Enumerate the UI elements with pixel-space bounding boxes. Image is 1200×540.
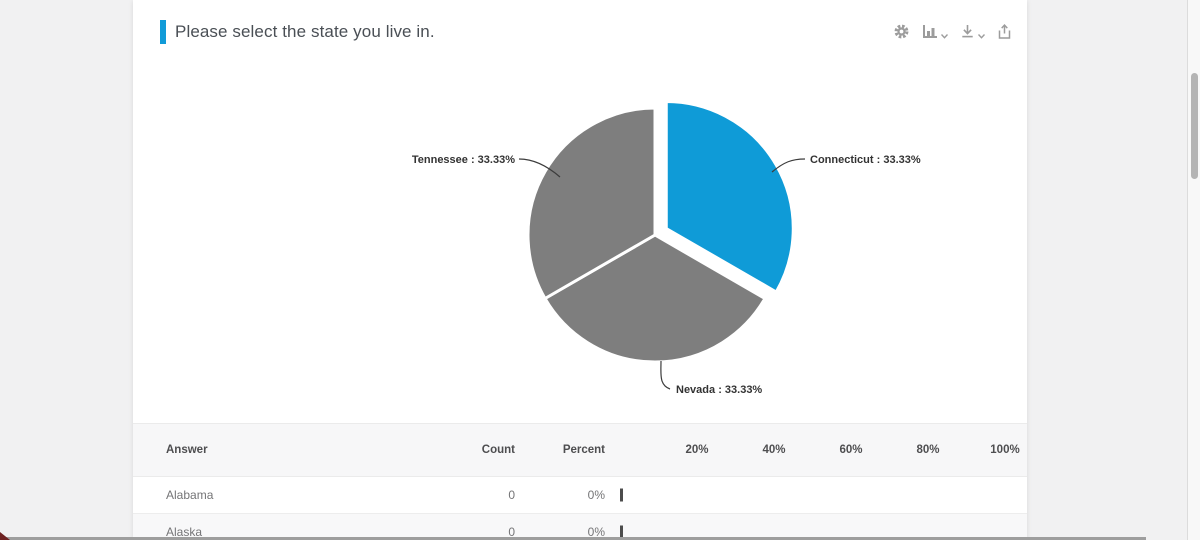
percent-bar — [620, 488, 623, 502]
percent-cell: 0% — [587, 525, 605, 539]
header-scale-80: 80% — [916, 444, 940, 456]
pie-label-nevada: Nevada : 33.33% — [676, 384, 762, 396]
pie-label-tennessee: Tennessee : 33.33% — [412, 154, 515, 166]
percent-cell: 0% — [587, 488, 605, 502]
chart-type-button[interactable] — [922, 24, 948, 39]
header-count: Count — [481, 444, 515, 456]
share-button[interactable] — [997, 23, 1012, 40]
settings-button[interactable] — [893, 23, 910, 40]
pie-slice-tennessee[interactable] — [526, 106, 657, 300]
count-cell: 0 — [508, 525, 515, 539]
download-button[interactable] — [960, 24, 985, 39]
pie-slice-nevada[interactable] — [543, 233, 767, 364]
table-row[interactable]: Alabama 0 0% — [133, 477, 1027, 514]
header-scale-40: 40% — [762, 444, 786, 456]
bar-chart-icon — [922, 24, 938, 39]
bottom-left-artifact — [0, 532, 10, 540]
question-accent-bar — [160, 20, 166, 44]
header-scale-20: 20% — [685, 444, 709, 456]
table-body: Alabama 0 0% Alaska 0 0% — [133, 477, 1027, 540]
chevron-down-icon — [941, 34, 948, 39]
pie-chart-area: Connecticut : 33.33% Tennessee : 33.33% … — [133, 55, 1027, 420]
question-report-card: Please select the state you live in. — [133, 0, 1027, 540]
header-percent: Percent — [562, 444, 605, 456]
percent-bar — [620, 525, 623, 539]
pie-slice-connecticut[interactable] — [664, 100, 795, 294]
gear-icon — [893, 23, 910, 40]
callout-leader-connecticut — [771, 158, 806, 173]
header-answer: Answer — [166, 444, 208, 456]
count-cell: 0 — [508, 488, 515, 502]
table-header-row: Answer Count Percent 20% 40% 60% 80% 100… — [133, 423, 1027, 477]
question-header: Please select the state you live in. — [133, 0, 1027, 56]
pie-label-connecticut: Connecticut : 33.33% — [810, 154, 921, 166]
header-scale-60: 60% — [839, 444, 863, 456]
chevron-down-icon — [978, 34, 985, 39]
answers-table: Answer Count Percent 20% 40% 60% 80% 100… — [133, 423, 1027, 540]
answer-cell: Alaska — [166, 525, 203, 539]
download-icon — [960, 24, 975, 39]
header-scale-100: 100% — [990, 444, 1020, 456]
answer-cell: Alabama — [166, 488, 214, 502]
window-bottom-edge — [0, 537, 1146, 540]
question-title: Please select the state you live in. — [175, 22, 435, 41]
vertical-scrollbar-track[interactable] — [1187, 0, 1200, 540]
vertical-scrollbar-thumb[interactable] — [1191, 73, 1198, 179]
share-export-icon — [997, 23, 1012, 40]
callout-leader-nevada — [660, 360, 671, 390]
pie-chart: Connecticut : 33.33% Tennessee : 33.33% … — [412, 100, 921, 396]
table-row[interactable]: Alaska 0 0% — [133, 514, 1027, 540]
callout-leader-tennessee — [518, 158, 561, 178]
chart-toolbar — [893, 23, 1012, 40]
